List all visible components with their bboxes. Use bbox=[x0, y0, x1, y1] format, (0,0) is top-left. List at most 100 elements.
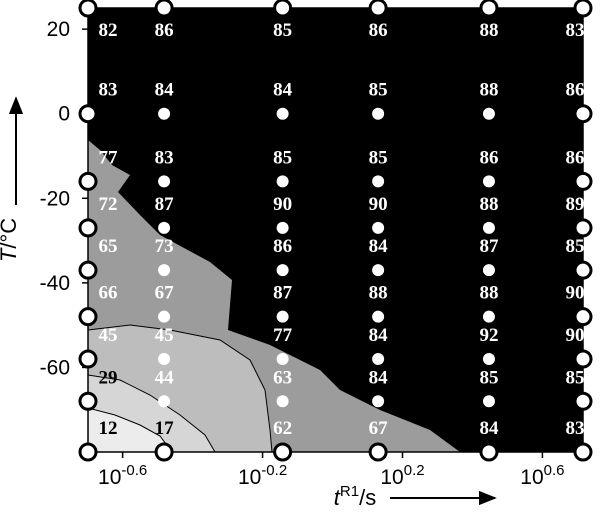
grid-point bbox=[479, 442, 499, 462]
y-axis-title: T/°C bbox=[0, 96, 24, 262]
contour-fill bbox=[88, 8, 583, 452]
grid-point bbox=[78, 0, 98, 18]
grid-point bbox=[573, 391, 593, 411]
data-label: 83 bbox=[566, 20, 585, 41]
y-tick-label: -20 bbox=[40, 187, 70, 210]
data-label: 84 bbox=[273, 80, 293, 101]
data-label: 67 bbox=[369, 418, 389, 439]
grid-point bbox=[573, 307, 593, 327]
grid-point bbox=[273, 442, 293, 462]
data-label: 89 bbox=[566, 194, 585, 215]
grid-point bbox=[372, 352, 385, 365]
data-label: 66 bbox=[99, 283, 118, 304]
x-tick-label: 100.2 bbox=[380, 462, 424, 489]
data-label: 82 bbox=[99, 20, 118, 41]
grid-point bbox=[154, 0, 174, 18]
data-label: 67 bbox=[155, 283, 175, 304]
data-label: 77 bbox=[273, 325, 293, 346]
data-label: 87 bbox=[155, 194, 175, 215]
data-label: 29 bbox=[99, 367, 118, 388]
grid-point bbox=[372, 395, 385, 408]
grid-point bbox=[78, 171, 98, 191]
grid-point bbox=[482, 107, 495, 120]
data-label: 88 bbox=[479, 20, 498, 41]
data-label: 85 bbox=[273, 20, 292, 41]
data-label: 86 bbox=[273, 236, 292, 257]
grid-point bbox=[276, 310, 289, 323]
x-tick-label: 10-0.6 bbox=[98, 462, 147, 489]
grid-point bbox=[78, 307, 98, 327]
grid-point bbox=[158, 310, 171, 323]
x-tick-label: 10-0.2 bbox=[238, 462, 287, 489]
data-label: 86 bbox=[566, 147, 585, 168]
data-label: 92 bbox=[479, 325, 498, 346]
data-label: 88 bbox=[479, 80, 498, 101]
data-label: 84 bbox=[369, 367, 389, 388]
data-label: 65 bbox=[99, 236, 118, 257]
data-label: 63 bbox=[273, 367, 292, 388]
grid-point bbox=[78, 218, 98, 238]
y-tick-label: 0 bbox=[58, 103, 70, 126]
data-label: 84 bbox=[369, 236, 389, 257]
grid-point bbox=[573, 218, 593, 238]
grid-point bbox=[276, 221, 289, 234]
grid-point bbox=[78, 391, 98, 411]
grid-point bbox=[573, 0, 593, 18]
data-label: 86 bbox=[369, 20, 388, 41]
grid-point bbox=[573, 442, 593, 462]
data-label: 85 bbox=[566, 367, 585, 388]
data-label: 87 bbox=[479, 236, 499, 257]
data-label: 90 bbox=[369, 194, 388, 215]
y-tick-label: -60 bbox=[40, 356, 70, 379]
grid-point bbox=[78, 442, 98, 462]
grid-point bbox=[158, 107, 171, 120]
data-label: 86 bbox=[566, 80, 585, 101]
grid-point bbox=[276, 175, 289, 188]
data-label: 88 bbox=[479, 283, 498, 304]
data-label: 90 bbox=[273, 194, 292, 215]
data-label: 84 bbox=[369, 325, 389, 346]
data-label: 83 bbox=[155, 147, 174, 168]
grid-point bbox=[479, 0, 499, 18]
grid-point bbox=[482, 352, 495, 365]
grid-point bbox=[154, 442, 174, 462]
grid-point bbox=[158, 352, 171, 365]
grid-point bbox=[276, 107, 289, 120]
y-tick-label: -40 bbox=[40, 272, 70, 295]
grid-point bbox=[573, 260, 593, 280]
data-label: 88 bbox=[479, 194, 498, 215]
data-label: 83 bbox=[99, 80, 118, 101]
data-label: 84 bbox=[155, 80, 175, 101]
data-label: 77 bbox=[99, 147, 119, 168]
grid-point bbox=[482, 395, 495, 408]
grid-point bbox=[372, 175, 385, 188]
data-label: 86 bbox=[155, 20, 174, 41]
grid-point bbox=[276, 352, 289, 365]
grid-point bbox=[372, 310, 385, 323]
data-label: 85 bbox=[566, 236, 585, 257]
data-label: 73 bbox=[155, 236, 174, 257]
data-label: 83 bbox=[566, 418, 585, 439]
grid-point bbox=[372, 264, 385, 277]
grid-point bbox=[158, 395, 171, 408]
grid-point bbox=[368, 0, 388, 18]
data-label: 12 bbox=[99, 418, 118, 439]
data-label: 44 bbox=[155, 367, 175, 388]
data-label: 45 bbox=[99, 325, 118, 346]
grid-point bbox=[368, 442, 388, 462]
x-axis-title: tR1/s bbox=[334, 483, 497, 510]
data-label: 88 bbox=[369, 283, 388, 304]
data-label: 90 bbox=[566, 325, 585, 346]
grid-point bbox=[78, 260, 98, 280]
grid-point bbox=[482, 175, 495, 188]
data-label: 86 bbox=[479, 147, 498, 168]
y-tick-label: 20 bbox=[47, 18, 70, 41]
data-label: 85 bbox=[479, 367, 498, 388]
x-axis-label: tR1/s bbox=[334, 483, 376, 510]
data-label: 72 bbox=[99, 194, 118, 215]
data-label: 45 bbox=[155, 325, 174, 346]
grid-point bbox=[273, 0, 293, 18]
data-label: 90 bbox=[566, 283, 585, 304]
grid-point bbox=[573, 349, 593, 369]
